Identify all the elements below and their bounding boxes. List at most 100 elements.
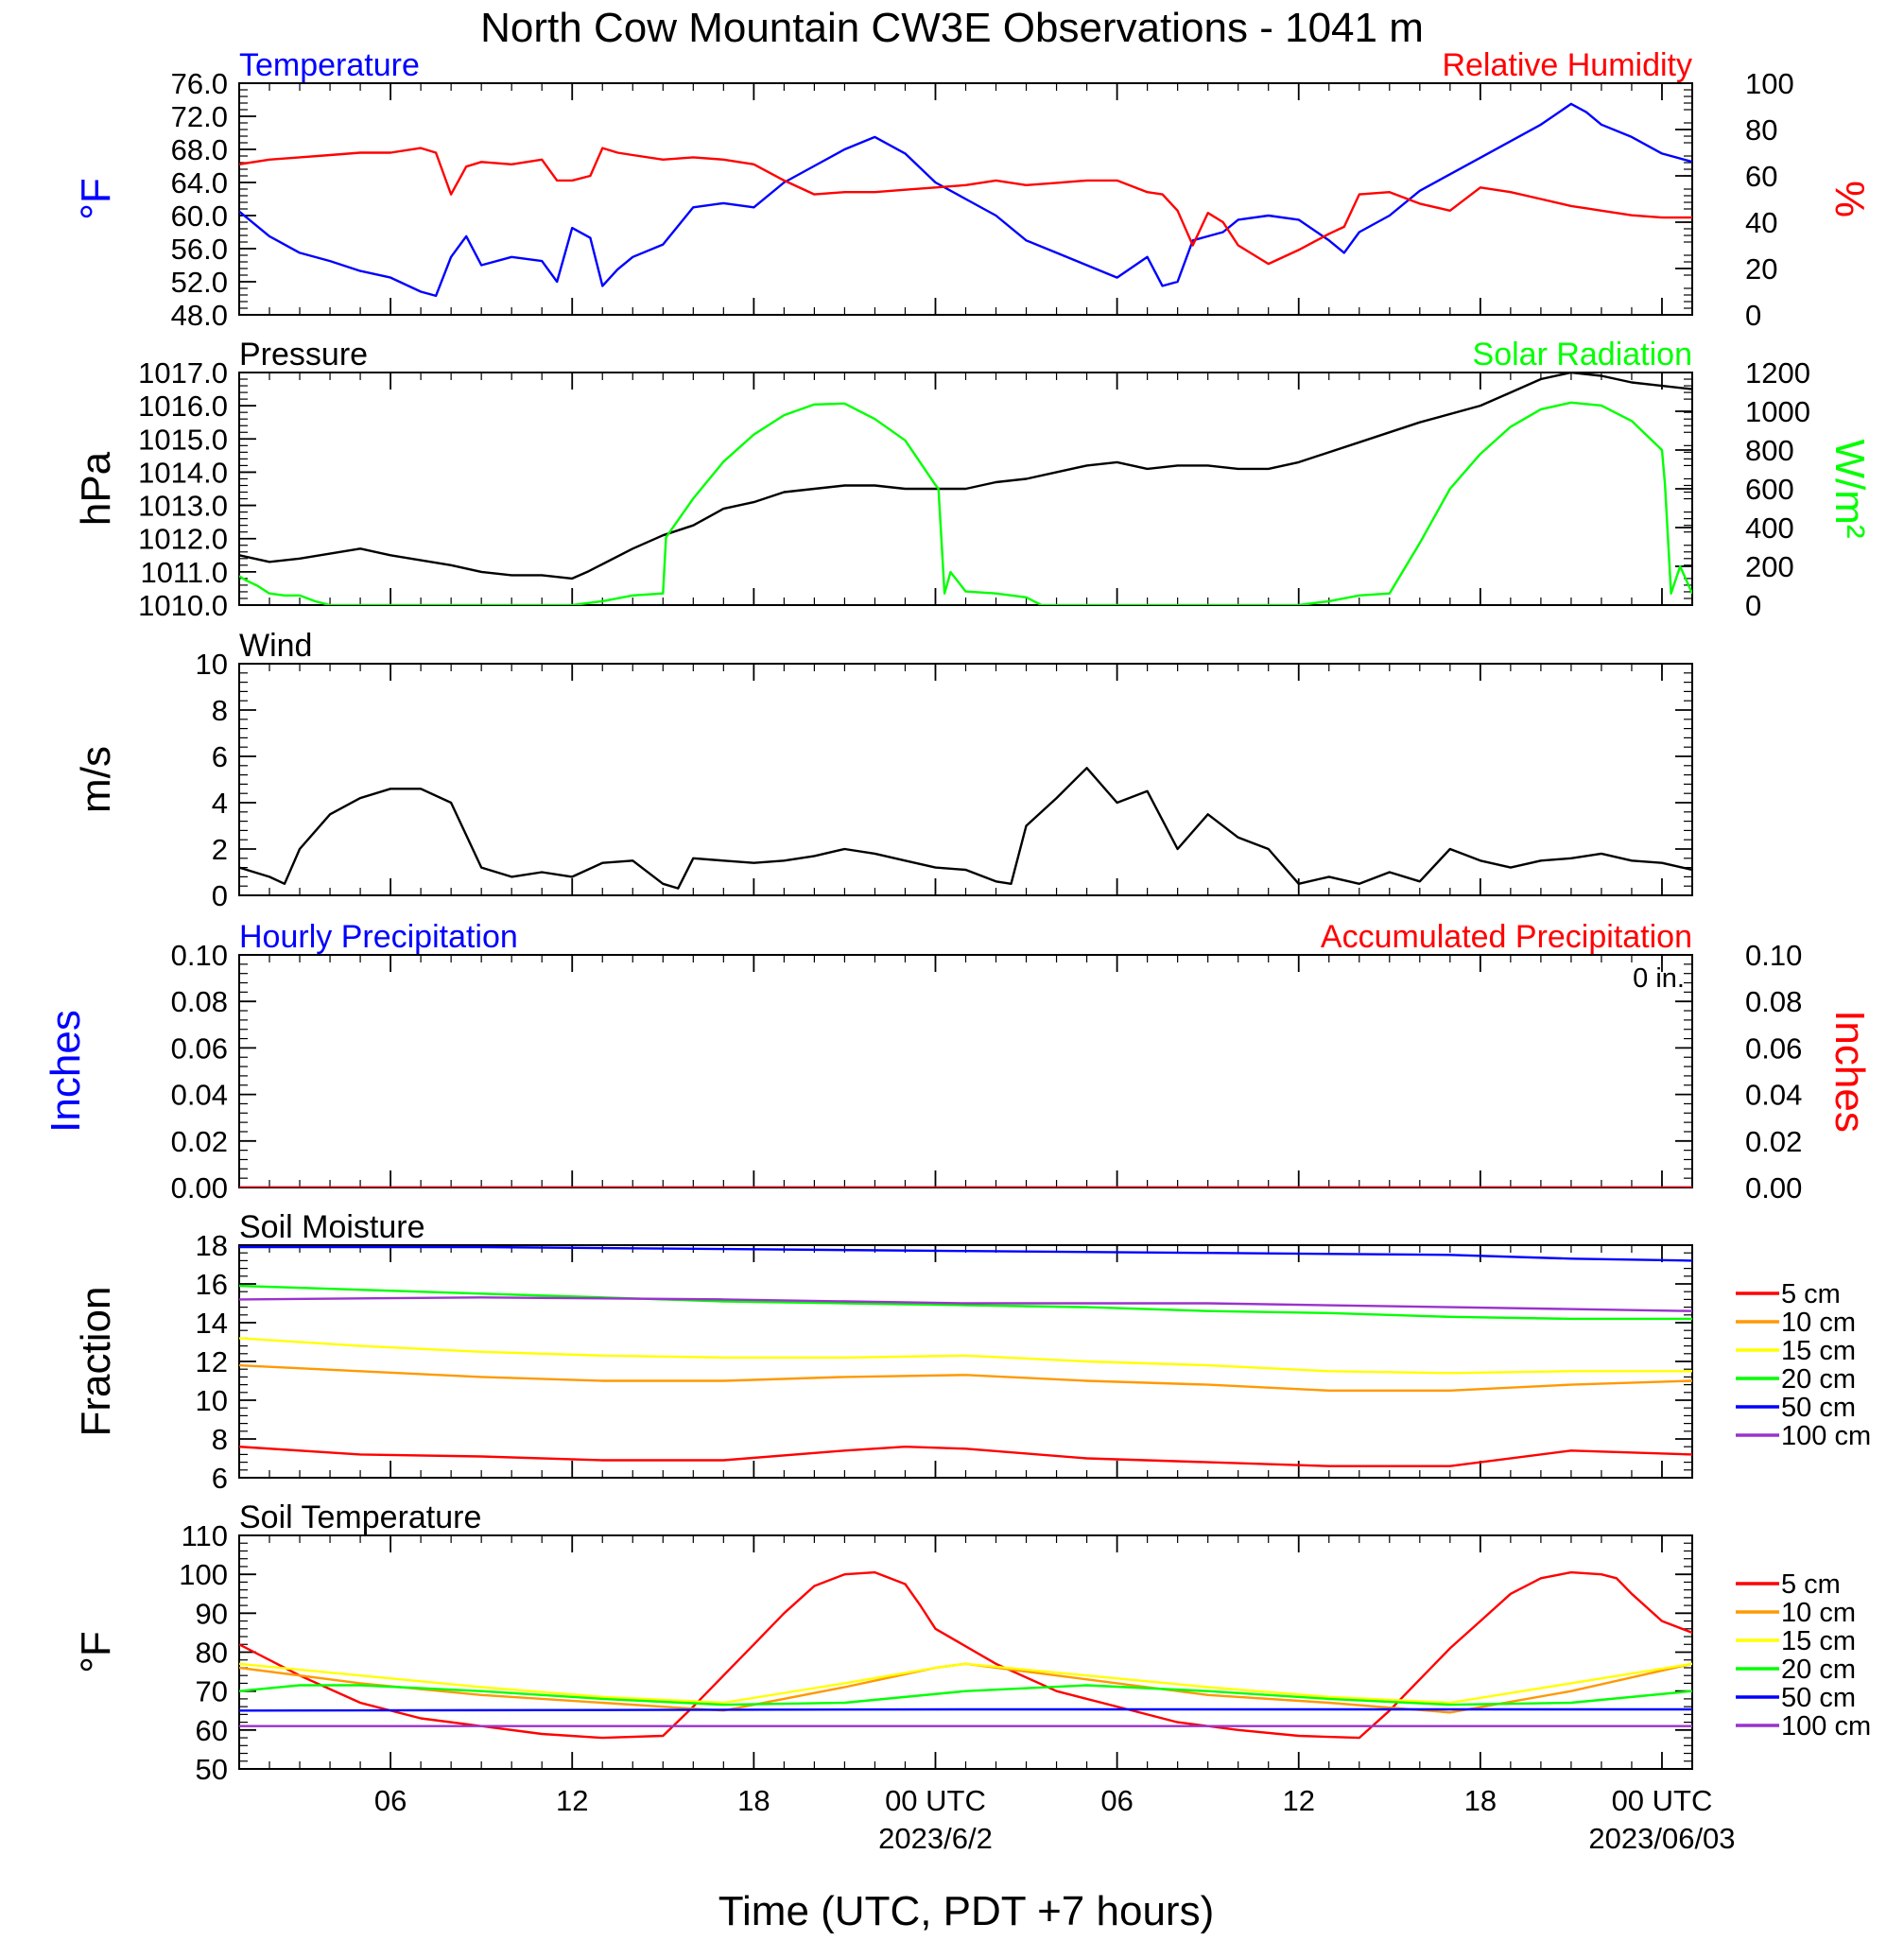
y-left-tick-label: 0.08 <box>171 985 228 1018</box>
x-date-label: 2023/6/2 <box>878 1822 993 1855</box>
series-line-15-cm <box>239 1662 1692 1705</box>
series-group <box>239 767 1692 890</box>
panel-2: 1017.01016.01015.01014.01013.01012.01011… <box>73 337 1873 622</box>
x-tick-label: 00 UTC <box>885 1784 986 1817</box>
x-tick-label: 06 <box>1100 1784 1133 1817</box>
y-left-tick-label: 80 <box>196 1637 228 1670</box>
panel-title-left: Soil Moisture <box>239 1209 425 1245</box>
panel-title-left: Soil Temperature <box>239 1499 481 1535</box>
legend-label: 20 cm <box>1781 1655 1856 1685</box>
y-left-axis-label: hPa <box>73 451 119 526</box>
y-left-tick-label: 18 <box>196 1229 228 1262</box>
y-left-tick-label: 48.0 <box>171 299 228 332</box>
legend-label: 5 cm <box>1781 1569 1841 1600</box>
y-left-tick-label: 4 <box>212 787 228 820</box>
x-tick-label: 18 <box>1464 1784 1497 1817</box>
series-group <box>239 1245 1692 1467</box>
legend-label: 15 cm <box>1781 1626 1856 1656</box>
y-left-tick-label: 10 <box>196 1384 228 1417</box>
plot-frame <box>238 1534 1693 1770</box>
series-line-20-cm <box>239 1684 1692 1707</box>
y-left-tick-label: 50 <box>196 1753 228 1786</box>
panels: 76.072.068.064.060.056.052.048.010080604… <box>43 47 1873 1786</box>
plot-frame <box>238 1244 1693 1479</box>
series-group <box>239 373 1692 605</box>
legend-label: 10 cm <box>1781 1308 1856 1338</box>
y-left-tick-label: 110 <box>182 1519 228 1552</box>
y-left-tick-label: 60.0 <box>171 199 228 233</box>
y-left-tick-label: 1015.0 <box>138 423 228 456</box>
panel-3: 10 8 6 4 2 0 Wind m/s <box>73 628 1693 912</box>
y-left-tick-label: 1011.0 <box>140 556 228 589</box>
y-left-tick-label: 0.04 <box>171 1079 228 1112</box>
panel-title-left: Temperature <box>239 47 420 83</box>
series-line-solar-radiation <box>239 401 1692 605</box>
y-left-axis-label: °F <box>73 178 119 219</box>
series-line-5-cm <box>239 1570 1692 1740</box>
y-left-tick-label: 90 <box>196 1597 228 1630</box>
x-tick-label: 00 UTC <box>1612 1784 1713 1817</box>
y-right-tick-label: 0.00 <box>1745 1171 1802 1204</box>
x-axis: 06 12 18 00 UTC 06 12 18 00 UTC 2023/6/2 2023/06/… <box>374 1784 1736 1855</box>
x-date-label: 2023/06/03 <box>1588 1822 1735 1855</box>
y-left-axis-label: Fraction <box>73 1287 119 1437</box>
y-right-tick-label: 800 <box>1745 434 1794 467</box>
legend-label: 15 cm <box>1781 1336 1856 1366</box>
series-line-15-cm <box>239 1337 1692 1375</box>
series-line-20-cm <box>239 1284 1692 1321</box>
y-left-tick-label: 60 <box>196 1714 228 1747</box>
plot-frame <box>238 663 1693 896</box>
chart-title: North Cow Mountain CW3E Observations - 1… <box>480 5 1424 51</box>
panel-title-left: Pressure <box>239 337 368 373</box>
panel-4: 0.10 0.08 0.06 0.04 0.02 0.00 0.10 0.08 0.06 0.04… <box>43 919 1873 1204</box>
y-left-tick-label: 70 <box>196 1675 228 1708</box>
y-left-tick-label: 1014.0 <box>138 456 228 489</box>
x-tick-label: 18 <box>737 1784 770 1817</box>
panel-1: 76.072.068.064.060.056.052.048.0 100 80 60 4… <box>73 47 1873 332</box>
y-left-tick-label: 0.02 <box>171 1125 228 1158</box>
accumulated-annotation: 0 in. <box>1633 963 1685 994</box>
series-line-5-cm <box>239 1445 1692 1467</box>
y-left-tick-label: 10 <box>196 648 228 681</box>
y-left-tick-label: 72.0 <box>171 100 228 133</box>
panel-title-right: Relative Humidity <box>1442 47 1692 83</box>
panel-title-left: Wind <box>239 628 312 664</box>
legend-label: 20 cm <box>1781 1364 1856 1395</box>
y-left-tick-label: 12 <box>196 1345 228 1378</box>
y-right-tick-label: 60 <box>1745 160 1777 193</box>
y-left-tick-label: 6 <box>212 1462 228 1495</box>
y-right-tick-label: 0.06 <box>1745 1031 1802 1065</box>
y-right-tick-label: 200 <box>1745 550 1794 583</box>
y-right-tick-label: 0 <box>1745 299 1761 332</box>
y-left-tick-label: 8 <box>212 694 228 727</box>
y-left-tick-label: 1017.0 <box>138 356 228 390</box>
y-left-axis-label: °F <box>73 1631 119 1672</box>
y-left-tick-label: 1016.0 <box>138 390 228 423</box>
y-left-tick-label: 64.0 <box>171 166 228 199</box>
legend-label: 50 cm <box>1781 1393 1856 1423</box>
panel-title-left: Hourly Precipitation <box>239 919 518 955</box>
y-right-tick-label: 0.04 <box>1745 1079 1802 1112</box>
y-right-tick-label: 80 <box>1745 113 1777 147</box>
x-tick-label: 12 <box>556 1784 588 1817</box>
y-left-tick-label: 8 <box>212 1423 228 1456</box>
y-right-axis-label: % <box>1826 181 1873 217</box>
series-line-10-cm <box>239 1363 1692 1393</box>
series-line-50-cm <box>239 1245 1692 1262</box>
y-left-tick-label: 6 <box>212 740 228 773</box>
x-tick-label: 12 <box>1282 1784 1314 1817</box>
y-left-tick-label: 14 <box>196 1307 228 1340</box>
series-line-50-cm <box>239 1707 1692 1712</box>
y-left-tick-label: 0.06 <box>171 1031 228 1065</box>
series-line-100-cm <box>239 1296 1692 1312</box>
y-right-tick-label: 400 <box>1745 511 1794 545</box>
y-left-tick-label: 1010.0 <box>138 589 228 622</box>
y-right-tick-label: 0 <box>1745 589 1761 622</box>
panel-5: 18 16 14 12 10 8 6 Soil Moisture Fraction 5 cm10 … <box>73 1209 1871 1495</box>
y-right-tick-label: 20 <box>1745 252 1777 286</box>
y-right-tick-label: 0.10 <box>1745 939 1802 972</box>
y-right-tick-label: 100 <box>1745 67 1794 100</box>
series-group <box>239 102 1692 298</box>
series-line-pressure <box>239 373 1692 581</box>
